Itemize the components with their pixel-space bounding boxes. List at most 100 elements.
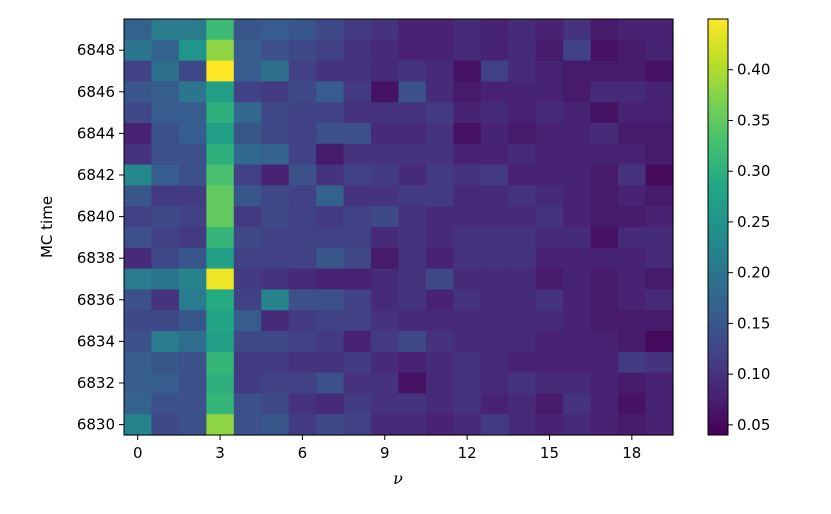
heatmap-cell [425, 19, 454, 41]
heatmap-cell [645, 164, 674, 186]
heatmap-cell [316, 227, 345, 249]
y-tick-label: 6848 [77, 41, 115, 59]
heatmap-cell [563, 268, 592, 290]
colorbar-tick-label: 0.25 [737, 213, 770, 231]
heatmap-cell [508, 206, 537, 228]
heatmap-cell [563, 247, 592, 270]
heatmap-cell [371, 247, 400, 270]
heatmap-cell [233, 372, 262, 394]
colorbar-tick-label: 0.20 [737, 264, 770, 282]
heatmap-cell [288, 289, 317, 311]
heatmap-cell [590, 39, 619, 62]
heatmap-cell [316, 393, 345, 415]
heatmap-cell [453, 227, 482, 249]
heatmap-cell [535, 19, 564, 41]
heatmap-cell [508, 81, 537, 103]
heatmap-cell [371, 123, 400, 145]
heatmap-cell [618, 164, 647, 186]
heatmap-cell [371, 39, 400, 62]
heatmap-cell [590, 289, 619, 311]
heatmap-cell [618, 19, 647, 41]
heatmap-cell [178, 247, 207, 270]
heatmap-cell [261, 227, 290, 249]
heatmap-cell [398, 310, 427, 332]
heatmap-cell [618, 81, 647, 103]
heatmap-cell [288, 414, 317, 436]
heatmap-cell [398, 331, 427, 353]
heatmap-cell [425, 164, 454, 186]
heatmap-cell [480, 143, 509, 166]
heatmap-cell [563, 310, 592, 332]
heatmap-cell [343, 227, 372, 249]
heatmap-cell [371, 60, 400, 82]
heatmap-cell [645, 19, 674, 41]
heatmap-cell [371, 331, 400, 353]
heatmap-cell [480, 206, 509, 228]
heatmap-cell [535, 268, 564, 290]
heatmap-cell [590, 310, 619, 332]
heatmap-cell [206, 310, 235, 332]
heatmap-cell [645, 393, 674, 415]
heatmap-cell [233, 247, 262, 270]
heatmap-cell [645, 123, 674, 145]
heatmap-cell [371, 227, 400, 249]
heatmap-cell [563, 414, 592, 436]
heatmap-cell [288, 351, 317, 374]
heatmap-cell [645, 60, 674, 82]
heatmap-cell [508, 393, 537, 415]
heatmap-cell [453, 289, 482, 311]
heatmap-cell [178, 123, 207, 145]
heatmap-cell [508, 247, 537, 270]
heatmap-cell [645, 289, 674, 311]
heatmap-cell [398, 247, 427, 270]
heatmap-cell [261, 19, 290, 41]
heatmap-cell [343, 185, 372, 207]
heatmap-cell [645, 81, 674, 103]
heatmap-cell [206, 206, 235, 228]
colorbar-tick-label: 0.30 [737, 162, 770, 180]
heatmap-cell [288, 206, 317, 228]
heatmap-cell [261, 351, 290, 374]
colorbar-tick-label: 0.15 [737, 314, 770, 332]
heatmap-cell [288, 81, 317, 103]
heatmap-cell [261, 123, 290, 145]
heatmap-cell [563, 123, 592, 145]
heatmap-cell [398, 164, 427, 186]
heatmap-cell [590, 351, 619, 374]
heatmap-cell [178, 331, 207, 353]
heatmap-cell [425, 206, 454, 228]
heatmap-cell [398, 289, 427, 311]
heatmap-cell [425, 310, 454, 332]
heatmap-cell [645, 185, 674, 207]
heatmap-cell [508, 164, 537, 186]
heatmap-cell [480, 372, 509, 394]
heatmap-cell [480, 247, 509, 270]
heatmap-cell [343, 164, 372, 186]
heatmap-cell [425, 414, 454, 436]
heatmap-cell [398, 102, 427, 124]
heatmap-cell [316, 39, 345, 62]
heatmap-cell [343, 102, 372, 124]
heatmap-cell [590, 185, 619, 207]
heatmap-cell [316, 102, 345, 124]
heatmap-cell [453, 268, 482, 290]
heatmap-cell [178, 164, 207, 186]
heatmap-cell [316, 310, 345, 332]
heatmap-cell [151, 164, 180, 186]
heatmap-cell [124, 289, 153, 311]
heatmap-cell [233, 164, 262, 186]
x-axis-label: ν [393, 469, 403, 488]
heatmap-cell [590, 102, 619, 124]
heatmap-cell [124, 310, 153, 332]
heatmap-cell [398, 143, 427, 166]
heatmap-cell [206, 247, 235, 270]
heatmap-cell [535, 185, 564, 207]
heatmap-cell [178, 393, 207, 415]
heatmap-cell [371, 268, 400, 290]
heatmap-cell [178, 185, 207, 207]
heatmap-cell [206, 164, 235, 186]
heatmap-cell [288, 102, 317, 124]
heatmap-cell [124, 351, 153, 374]
heatmap-cell [590, 164, 619, 186]
heatmap-cell [124, 19, 153, 41]
